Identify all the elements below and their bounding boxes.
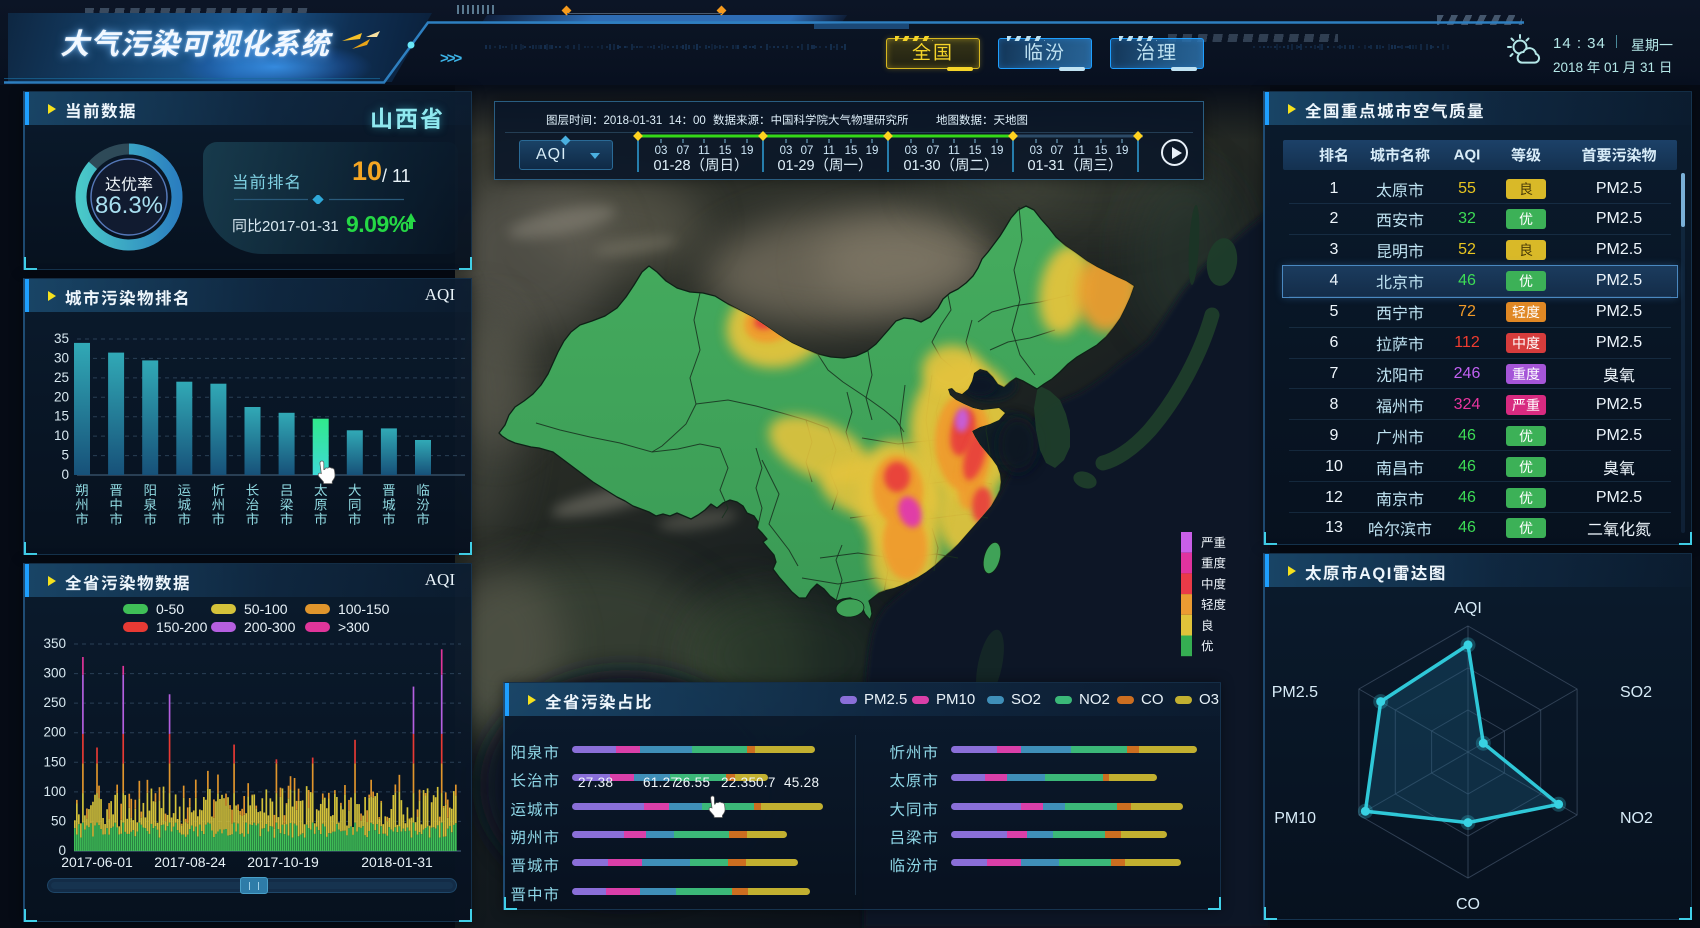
svg-text:晋: 晋 bbox=[109, 483, 123, 498]
svg-text:同: 同 bbox=[348, 498, 362, 513]
svg-text:优: 优 bbox=[1201, 640, 1214, 654]
svg-text:PM2.5: PM2.5 bbox=[1272, 684, 1318, 701]
svg-text:2018-01-31: 2018-01-31 bbox=[361, 854, 433, 870]
svg-text:市: 市 bbox=[178, 512, 192, 527]
svg-text:03: 03 bbox=[1030, 145, 1043, 157]
svg-text:11: 11 bbox=[823, 145, 835, 157]
svg-text:01-29（周一）: 01-29（周一） bbox=[777, 157, 872, 174]
svg-text:2017-06-01: 2017-06-01 bbox=[61, 854, 133, 870]
svg-text:25: 25 bbox=[54, 370, 69, 385]
svg-text:03: 03 bbox=[655, 145, 668, 157]
svg-text:良: 良 bbox=[1201, 619, 1214, 633]
svg-text:250: 250 bbox=[43, 695, 66, 710]
svg-text:市: 市 bbox=[143, 512, 157, 527]
svg-text:运: 运 bbox=[178, 483, 192, 498]
svg-text:严重: 严重 bbox=[1201, 536, 1226, 550]
svg-text:晋: 晋 bbox=[382, 483, 396, 498]
svg-text:城: 城 bbox=[382, 498, 396, 513]
svg-text:11: 11 bbox=[698, 145, 710, 157]
svg-text:SO2: SO2 bbox=[1620, 684, 1652, 701]
svg-text:市: 市 bbox=[75, 512, 89, 527]
svg-text:梁: 梁 bbox=[280, 498, 294, 513]
svg-text:19: 19 bbox=[741, 145, 754, 157]
svg-text:市: 市 bbox=[416, 512, 430, 527]
svg-text:300: 300 bbox=[43, 666, 66, 681]
svg-text:30: 30 bbox=[54, 350, 69, 365]
svg-text:01-30（周二）: 01-30（周二） bbox=[903, 157, 998, 174]
svg-text:州: 州 bbox=[212, 498, 226, 513]
svg-text:中度: 中度 bbox=[1201, 577, 1227, 591]
svg-text:长: 长 bbox=[246, 483, 260, 498]
svg-text:治: 治 bbox=[246, 498, 260, 513]
svg-text:朔: 朔 bbox=[75, 483, 89, 498]
svg-text:泉: 泉 bbox=[143, 498, 157, 513]
svg-text:200: 200 bbox=[43, 725, 66, 740]
svg-text:临: 临 bbox=[416, 483, 430, 498]
svg-text:PM10: PM10 bbox=[1274, 810, 1316, 827]
svg-text:市: 市 bbox=[314, 512, 328, 527]
svg-text:20: 20 bbox=[54, 389, 69, 404]
svg-text:07: 07 bbox=[927, 145, 940, 157]
svg-text:城: 城 bbox=[178, 498, 192, 513]
svg-text:重度: 重度 bbox=[1201, 557, 1227, 571]
svg-text:07: 07 bbox=[801, 145, 814, 157]
svg-text:15: 15 bbox=[719, 145, 732, 157]
svg-text:10: 10 bbox=[54, 428, 69, 443]
svg-text:市: 市 bbox=[382, 512, 396, 527]
svg-text:100: 100 bbox=[43, 784, 66, 799]
svg-text:15: 15 bbox=[845, 145, 858, 157]
svg-text:350: 350 bbox=[43, 636, 66, 651]
svg-text:轻度: 轻度 bbox=[1201, 598, 1227, 612]
svg-text:州: 州 bbox=[75, 498, 89, 513]
svg-text:15: 15 bbox=[969, 145, 982, 157]
svg-text:0: 0 bbox=[61, 467, 69, 482]
svg-text:吕: 吕 bbox=[280, 483, 294, 498]
svg-text:中: 中 bbox=[109, 498, 123, 513]
svg-text:0: 0 bbox=[58, 843, 66, 858]
svg-text:太: 太 bbox=[314, 483, 328, 498]
svg-text:19: 19 bbox=[991, 145, 1004, 157]
svg-text:忻: 忻 bbox=[212, 483, 226, 498]
svg-text:01-28（周日）: 01-28（周日） bbox=[653, 157, 748, 174]
svg-text:市: 市 bbox=[280, 512, 294, 527]
svg-text:5: 5 bbox=[61, 448, 69, 463]
svg-text:50: 50 bbox=[51, 813, 66, 828]
svg-text:市: 市 bbox=[109, 512, 123, 527]
svg-text:CO: CO bbox=[1456, 896, 1480, 913]
svg-text:市: 市 bbox=[246, 512, 260, 527]
svg-text:NO2: NO2 bbox=[1620, 810, 1653, 827]
svg-text:35: 35 bbox=[54, 331, 69, 346]
svg-text:2017-08-24: 2017-08-24 bbox=[154, 854, 226, 870]
svg-text:阳: 阳 bbox=[143, 483, 157, 498]
svg-text:AQI: AQI bbox=[1454, 600, 1482, 617]
svg-text:2017-10-19: 2017-10-19 bbox=[247, 854, 319, 870]
svg-text:07: 07 bbox=[1051, 145, 1064, 157]
svg-text:汾: 汾 bbox=[416, 498, 430, 513]
svg-text:市: 市 bbox=[348, 512, 362, 527]
svg-text:19: 19 bbox=[866, 145, 879, 157]
svg-text:15: 15 bbox=[54, 409, 69, 424]
svg-text:11: 11 bbox=[1073, 145, 1085, 157]
svg-text:03: 03 bbox=[905, 145, 918, 157]
svg-text:03: 03 bbox=[780, 145, 793, 157]
svg-text:15: 15 bbox=[1095, 145, 1108, 157]
svg-text:150: 150 bbox=[43, 754, 66, 769]
svg-text:07: 07 bbox=[677, 145, 690, 157]
svg-text:19: 19 bbox=[1116, 145, 1129, 157]
svg-text:11: 11 bbox=[948, 145, 960, 157]
svg-text:01-31（周三）: 01-31（周三） bbox=[1027, 157, 1122, 174]
svg-text:原: 原 bbox=[314, 498, 328, 513]
svg-text:市: 市 bbox=[212, 512, 226, 527]
svg-text:大: 大 bbox=[348, 483, 362, 498]
